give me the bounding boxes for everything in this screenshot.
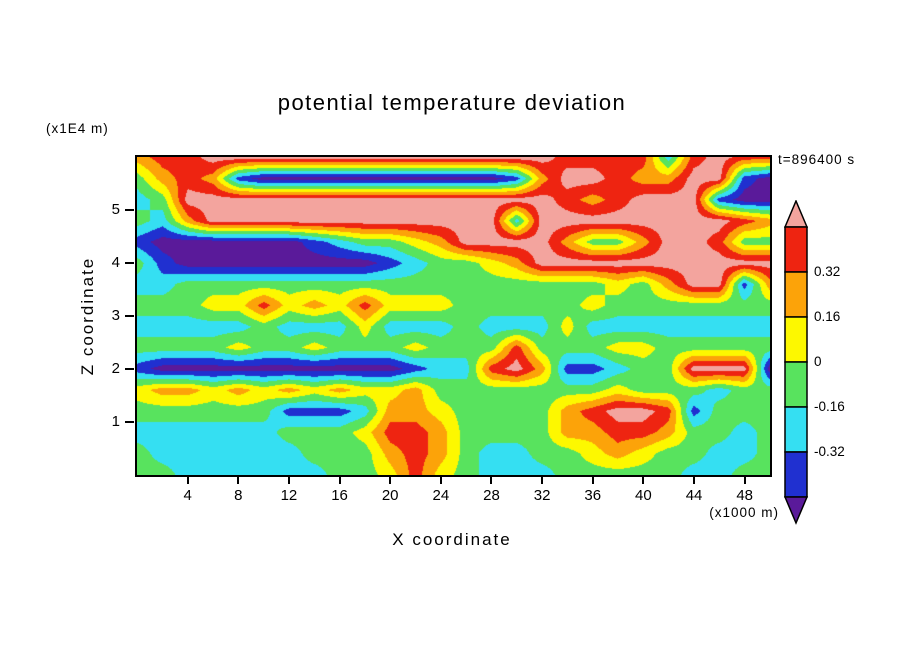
colorbar-segment xyxy=(784,451,808,498)
colorbar-label: 0.32 xyxy=(814,264,841,279)
plot-frame xyxy=(135,155,772,477)
x-tick-mark xyxy=(541,477,544,484)
x-tick-label: 20 xyxy=(381,487,399,504)
x-tick-mark xyxy=(237,477,240,484)
colorbar-segment xyxy=(784,316,808,363)
x-tick-label: 40 xyxy=(635,487,652,504)
x-tick-label: 16 xyxy=(331,487,348,504)
colorbar-arrow-up xyxy=(783,199,809,228)
y-tick-mark xyxy=(125,209,134,211)
y-tick-mark xyxy=(125,315,134,317)
timestamp-label: t=896400 s xyxy=(778,152,856,167)
x-tick-mark xyxy=(439,477,442,484)
x-tick-mark xyxy=(338,477,341,484)
x-tick-label: 36 xyxy=(584,487,602,504)
contour-canvas xyxy=(137,157,770,475)
x-tick-mark xyxy=(287,477,290,484)
x-tick-label: 48 xyxy=(736,487,754,504)
x-tick-label: 28 xyxy=(483,487,500,504)
x-tick-mark xyxy=(389,477,392,484)
y-tick-mark xyxy=(125,421,134,423)
x-tick-mark xyxy=(642,477,645,484)
x-tick-label: 4 xyxy=(183,487,192,504)
x-axis-title: X coordinate xyxy=(392,530,512,549)
y-tick-label: 1 xyxy=(111,413,120,430)
y-tick-label: 4 xyxy=(111,254,120,271)
colorbar-segment xyxy=(784,271,808,318)
colorbar xyxy=(783,199,809,530)
x-tick-label: 44 xyxy=(685,487,703,504)
x-axis-unit-label: (x1000 m) xyxy=(709,505,779,520)
y-tick-mark xyxy=(125,262,134,264)
y-tick-label: 2 xyxy=(111,360,120,377)
colorbar-arrow-down xyxy=(783,496,809,525)
colorbar-label: -0.32 xyxy=(814,444,845,459)
x-tick-mark xyxy=(743,477,746,484)
x-tick-label: 24 xyxy=(432,487,450,504)
x-tick-mark xyxy=(186,477,189,484)
y-tick-label: 5 xyxy=(111,201,120,218)
colorbar-segment xyxy=(784,406,808,453)
chart-title: potential temperature deviation xyxy=(277,90,627,115)
y-axis-unit-label: (x1E4 m) xyxy=(46,121,109,136)
x-tick-label: 12 xyxy=(280,487,298,504)
x-tick-mark xyxy=(693,477,696,484)
x-tick-label: 32 xyxy=(533,487,551,504)
colorbar-segment xyxy=(784,361,808,408)
colorbar-label: 0.16 xyxy=(814,309,841,324)
y-tick-label: 3 xyxy=(111,307,120,324)
y-tick-mark xyxy=(125,368,134,370)
colorbar-segment xyxy=(784,226,808,273)
x-tick-label: 8 xyxy=(234,487,243,504)
x-tick-mark xyxy=(591,477,594,484)
colorbar-label: -0.16 xyxy=(814,399,845,414)
x-tick-mark xyxy=(490,477,493,484)
colorbar-label: 0 xyxy=(814,354,822,369)
